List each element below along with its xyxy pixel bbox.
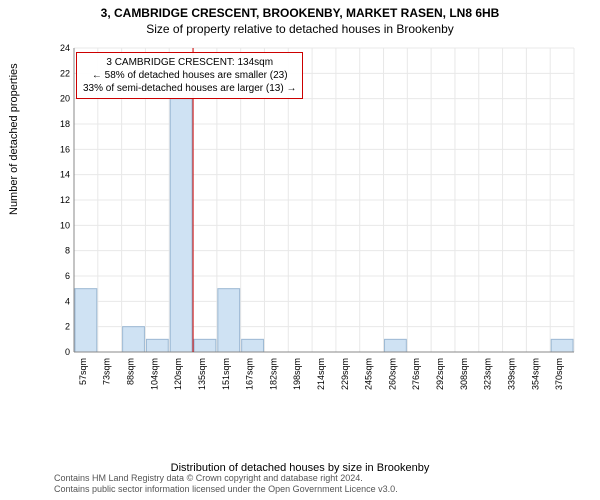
svg-text:73sqm: 73sqm [102, 358, 112, 385]
svg-text:354sqm: 354sqm [530, 358, 540, 390]
svg-text:6: 6 [65, 271, 70, 281]
svg-text:10: 10 [60, 220, 70, 230]
attribution-line1: Contains HM Land Registry data © Crown c… [54, 473, 398, 484]
annotation-box: 3 CAMBRIDGE CRESCENT: 134sqm ← 58% of de… [76, 52, 303, 99]
svg-text:88sqm: 88sqm [126, 358, 136, 385]
chart-area: 02468101214161820222457sqm73sqm88sqm104s… [50, 42, 580, 412]
svg-text:276sqm: 276sqm [411, 358, 421, 390]
svg-text:323sqm: 323sqm [483, 358, 493, 390]
svg-text:18: 18 [60, 119, 70, 129]
x-axis-label: Distribution of detached houses by size … [0, 462, 600, 474]
svg-text:0: 0 [65, 347, 70, 357]
svg-text:182sqm: 182sqm [268, 358, 278, 390]
y-axis-label: Number of detached properties [8, 63, 20, 215]
annotation-line2: ← 58% of detached houses are smaller (23… [83, 69, 296, 82]
attribution: Contains HM Land Registry data © Crown c… [54, 473, 398, 495]
page-subtitle: Size of property relative to detached ho… [0, 22, 600, 36]
svg-text:22: 22 [60, 68, 70, 78]
svg-text:2: 2 [65, 322, 70, 332]
svg-text:4: 4 [65, 296, 70, 306]
svg-text:57sqm: 57sqm [78, 358, 88, 385]
svg-text:339sqm: 339sqm [506, 358, 516, 390]
annotation-line1: 3 CAMBRIDGE CRESCENT: 134sqm [83, 56, 296, 69]
svg-text:135sqm: 135sqm [197, 358, 207, 390]
svg-text:214sqm: 214sqm [316, 358, 326, 390]
svg-text:292sqm: 292sqm [435, 358, 445, 390]
svg-text:12: 12 [60, 195, 70, 205]
svg-text:20: 20 [60, 94, 70, 104]
svg-text:120sqm: 120sqm [173, 358, 183, 390]
page-title: 3, CAMBRIDGE CRESCENT, BROOKENBY, MARKET… [0, 0, 600, 20]
svg-text:370sqm: 370sqm [554, 358, 564, 390]
svg-text:104sqm: 104sqm [149, 358, 159, 390]
attribution-line2: Contains public sector information licen… [54, 484, 398, 495]
svg-text:16: 16 [60, 144, 70, 154]
svg-text:308sqm: 308sqm [459, 358, 469, 390]
svg-text:167sqm: 167sqm [245, 358, 255, 390]
svg-text:198sqm: 198sqm [292, 358, 302, 390]
chart-container: 3, CAMBRIDGE CRESCENT, BROOKENBY, MARKET… [0, 0, 600, 500]
svg-text:8: 8 [65, 246, 70, 256]
svg-text:151sqm: 151sqm [221, 358, 231, 390]
svg-text:14: 14 [60, 170, 70, 180]
svg-text:260sqm: 260sqm [387, 358, 397, 390]
svg-text:245sqm: 245sqm [364, 358, 374, 390]
annotation-line3: 33% of semi-detached houses are larger (… [83, 82, 296, 95]
svg-text:229sqm: 229sqm [340, 358, 350, 390]
svg-text:24: 24 [60, 43, 70, 53]
